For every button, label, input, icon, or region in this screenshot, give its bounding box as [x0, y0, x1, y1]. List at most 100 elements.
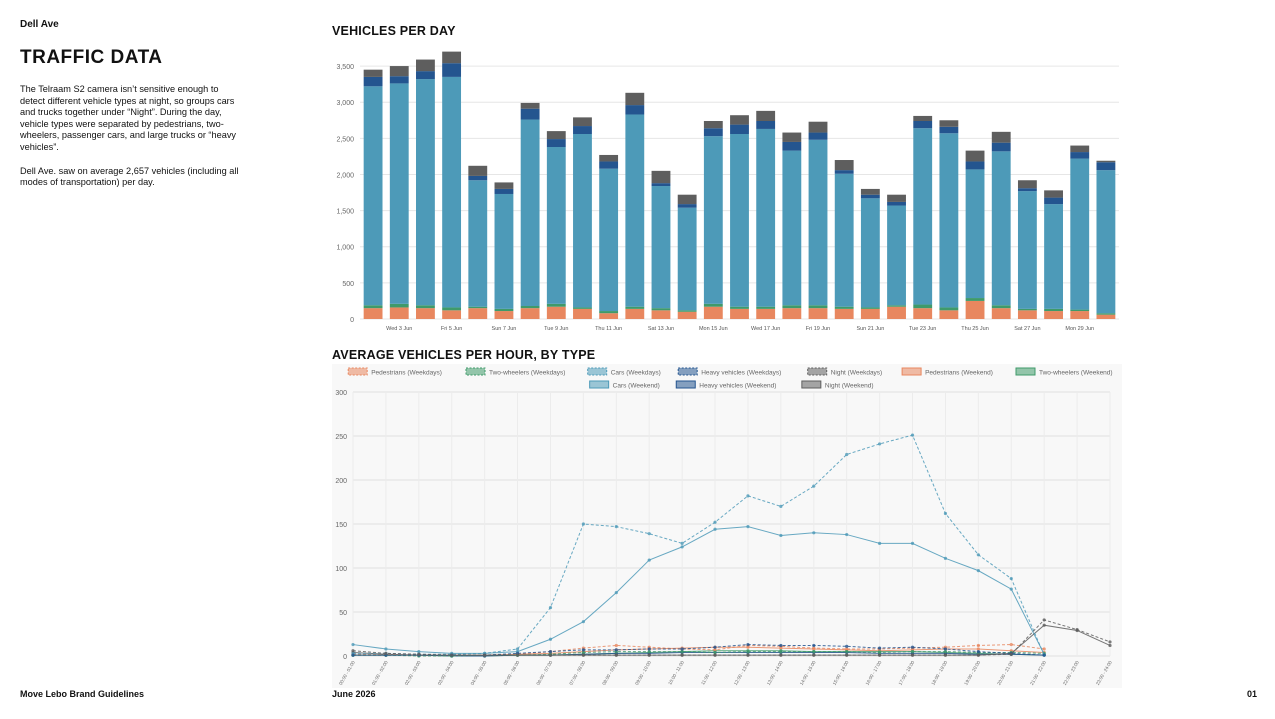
data-point	[878, 442, 882, 446]
bar-segment-heavy	[546, 139, 566, 148]
legend-swatch	[589, 380, 610, 389]
bar-segment-two-wheelers	[389, 303, 409, 308]
bar-segment-cars	[1096, 170, 1116, 314]
bar-segment-heavy	[1070, 152, 1090, 159]
bar-segment-pedestrians	[965, 300, 985, 319]
bar-segment-heavy	[808, 132, 828, 140]
y-tick-label: 0	[343, 654, 347, 661]
data-point	[680, 545, 684, 549]
bar-segment-two-wheelers	[416, 305, 435, 309]
y-tick-label: 300	[335, 390, 347, 397]
bar-segment-heavy	[363, 76, 383, 87]
data-point	[910, 541, 915, 545]
bar-segment-pedestrians	[782, 308, 802, 319]
street-label: Dell Ave	[20, 19, 59, 30]
bar-segment-pedestrians	[494, 311, 514, 319]
bar-segment-heavy	[677, 204, 697, 208]
bar-segment-heavy	[913, 120, 933, 129]
data-point	[614, 653, 618, 657]
legend-swatch	[677, 367, 698, 376]
x-tick-label: Fri 5 Jun	[441, 326, 462, 332]
legend-swatch	[901, 367, 922, 376]
data-point	[713, 650, 717, 655]
bar-segment-night	[703, 120, 723, 129]
data-point	[845, 653, 849, 657]
bar-segment-two-wheelers	[363, 305, 383, 309]
bar-segment-heavy	[625, 105, 645, 115]
bar-segment-night	[808, 121, 828, 133]
bar-segment-pedestrians	[599, 313, 619, 319]
data-point	[351, 642, 355, 647]
bar-segment-pedestrians	[1044, 311, 1063, 319]
x-tick-label: Wed 17 Jun	[751, 326, 780, 332]
bar-segment-night	[913, 115, 933, 121]
data-point	[680, 541, 684, 545]
data-point	[647, 532, 651, 536]
bar-segment-two-wheelers	[1044, 308, 1063, 312]
data-point	[779, 650, 783, 654]
footer-date: June 2026	[332, 689, 376, 699]
bar-segment-two-wheelers	[965, 298, 985, 301]
data-point	[878, 653, 882, 657]
bar-segment-night	[677, 194, 697, 205]
data-point	[1108, 640, 1112, 644]
bar-segment-two-wheelers	[808, 305, 828, 309]
data-point	[515, 653, 520, 657]
legend-label: Two-wheelers (Weekend)	[1039, 370, 1113, 377]
x-tick-label: Tue 23 Jun	[909, 326, 936, 332]
data-point	[910, 650, 915, 654]
bar-segment-two-wheelers	[546, 303, 566, 307]
bar-segment-cars	[677, 207, 697, 311]
bar-segment-cars	[468, 180, 488, 307]
bar-segment-heavy	[389, 76, 409, 84]
line-chart-background	[332, 364, 1122, 688]
bar-segment-cars	[363, 86, 383, 306]
series-line-cars-weekdays	[353, 434, 1045, 656]
bar-segment-two-wheelers	[834, 306, 854, 309]
bar-segment-pedestrians	[625, 308, 645, 319]
data-point	[680, 647, 684, 651]
bar-segment-two-wheelers	[573, 307, 592, 309]
y-tick-label: 100	[335, 566, 347, 573]
x-tick-label: Sun 7 Jun	[492, 326, 517, 332]
series-line-night-weekdays	[352, 619, 1111, 656]
data-point	[943, 653, 948, 657]
data-point	[1042, 618, 1046, 622]
data-point	[746, 494, 750, 498]
data-point	[548, 650, 553, 654]
data-point	[779, 504, 783, 508]
data-point	[1042, 623, 1046, 627]
legend-label: Cars (Weekdays)	[611, 370, 661, 377]
data-point	[351, 649, 355, 653]
bar-segment-pedestrians	[442, 310, 462, 319]
bar-segment-two-wheelers	[1017, 308, 1037, 311]
bar-segment-night	[860, 188, 880, 195]
bar-segment-pedestrians	[913, 308, 933, 319]
bar-segment-heavy	[1096, 162, 1116, 171]
data-point	[713, 527, 717, 531]
bar-segment-pedestrians	[468, 308, 488, 319]
data-point	[845, 647, 849, 651]
bar-segment-pedestrians	[573, 308, 592, 319]
x-tick-label: Wed 3 Jun	[386, 326, 412, 332]
y-tick-label: 0	[350, 317, 354, 324]
bar-segment-two-wheelers	[703, 303, 723, 307]
bar-segment-heavy	[468, 175, 488, 181]
legend-label: Night (Weekend)	[825, 383, 874, 390]
bar-segment-night	[520, 102, 540, 109]
data-point	[878, 646, 882, 650]
legend-swatch	[807, 367, 828, 376]
x-tick-label: Tue 9 Jun	[544, 326, 568, 332]
data-point	[746, 653, 750, 657]
legend-swatch	[1015, 367, 1036, 376]
data-point	[483, 653, 487, 657]
bar-segment-night	[1096, 160, 1116, 163]
data-point	[976, 553, 980, 557]
data-point	[943, 650, 948, 654]
bar-segment-pedestrians	[677, 311, 697, 319]
bar-segment-two-wheelers	[860, 307, 880, 309]
legend-label: Two-wheelers (Weekdays)	[489, 370, 565, 377]
bar-segment-two-wheelers	[677, 310, 697, 312]
data-point	[812, 643, 816, 648]
data-point	[943, 511, 948, 516]
